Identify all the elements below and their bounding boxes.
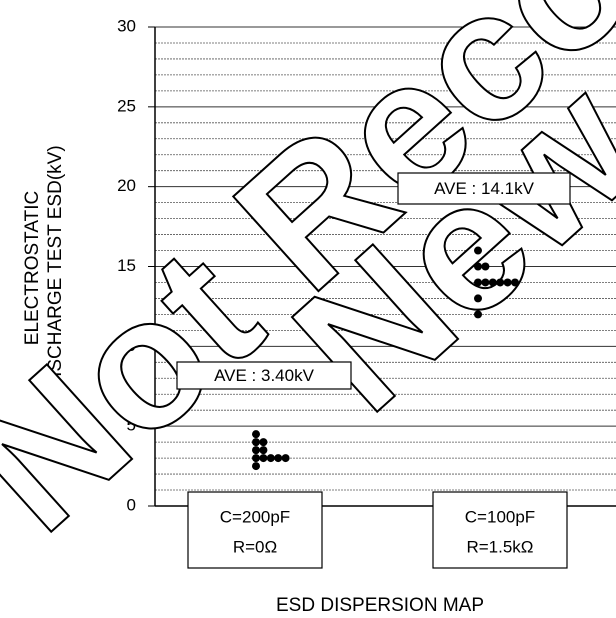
y-tick-label: 15 — [117, 256, 136, 275]
y-tick-label: 25 — [117, 96, 136, 115]
dot — [474, 278, 482, 287]
dot — [252, 462, 260, 471]
dot — [488, 278, 497, 287]
category-box — [432, 491, 568, 569]
y-axis-label: DISCHARGE TEST ESD(kV) — [45, 145, 66, 390]
dot — [496, 278, 505, 287]
annotation-box — [176, 361, 352, 390]
dot — [474, 246, 482, 255]
y-tick-label: 30 — [117, 16, 136, 35]
dot — [252, 430, 260, 439]
dot — [252, 438, 260, 447]
y-tick-label: 5 — [127, 416, 136, 435]
dot — [503, 278, 512, 287]
dot — [481, 262, 490, 271]
category-label: R=0Ω — [233, 537, 277, 556]
y-tick-label: 20 — [117, 176, 136, 195]
dot — [266, 454, 275, 463]
annotation: AVE : 3.40kV — [214, 366, 315, 385]
y-tick-label: 0 — [127, 495, 136, 514]
dot — [259, 446, 268, 455]
annotation-box — [397, 172, 571, 205]
dot — [474, 294, 482, 303]
dot — [259, 454, 268, 463]
dot — [474, 262, 482, 271]
y-axis-label: ELECTROSTATIC — [22, 191, 43, 345]
dot — [474, 310, 482, 319]
category-label: C=100pF — [465, 507, 535, 526]
dot — [252, 454, 260, 463]
annotation: AVE : 14.1kV — [434, 179, 535, 198]
dot — [259, 438, 268, 447]
category-box — [187, 491, 323, 569]
dot — [511, 278, 519, 287]
category-label: R=1.5kΩ — [466, 537, 533, 556]
dot — [274, 454, 283, 463]
dot — [252, 446, 260, 455]
y-tick-label: 10 — [117, 336, 136, 355]
dot — [481, 278, 490, 287]
x-axis-label: ESD DISPERSION MAP — [276, 595, 484, 616]
category-label: C=200pF — [220, 507, 290, 526]
dot — [281, 454, 290, 463]
